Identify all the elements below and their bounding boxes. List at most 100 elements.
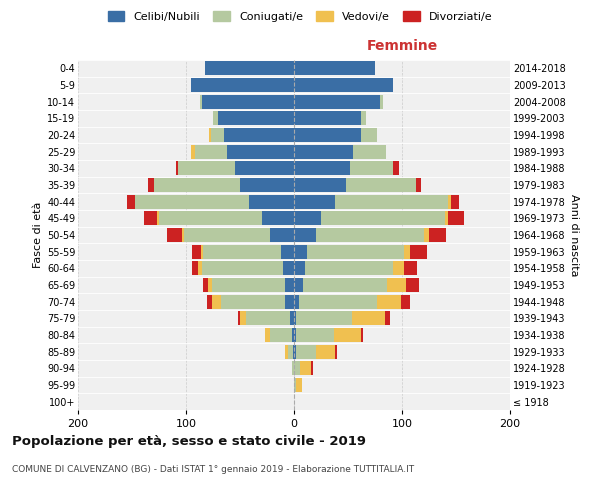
Bar xyxy=(206,294,212,308)
Bar xyxy=(448,211,464,226)
Bar xyxy=(194,144,227,159)
Bar xyxy=(238,311,240,326)
Bar xyxy=(286,294,294,308)
Bar xyxy=(211,128,224,142)
Bar xyxy=(448,194,451,209)
Bar xyxy=(201,244,203,259)
Bar xyxy=(218,112,294,126)
Bar xyxy=(184,228,270,242)
Bar xyxy=(294,261,305,276)
Bar xyxy=(361,112,367,126)
Bar xyxy=(157,211,159,226)
Bar xyxy=(406,278,419,292)
Bar xyxy=(424,228,429,242)
Bar xyxy=(224,128,294,142)
Bar xyxy=(416,178,421,192)
Bar xyxy=(270,228,294,242)
Bar xyxy=(191,78,294,92)
Bar xyxy=(429,228,446,242)
Bar xyxy=(294,244,307,259)
Bar xyxy=(265,328,270,342)
Bar xyxy=(301,361,311,376)
Bar xyxy=(286,344,287,359)
Bar xyxy=(294,311,296,326)
Bar xyxy=(270,328,292,342)
Bar xyxy=(361,328,363,342)
Bar xyxy=(286,278,294,292)
Bar xyxy=(296,344,316,359)
Bar xyxy=(247,311,290,326)
Bar xyxy=(294,211,321,226)
Bar xyxy=(335,344,337,359)
Bar xyxy=(294,128,361,142)
Bar xyxy=(445,211,448,226)
Bar xyxy=(352,311,385,326)
Bar xyxy=(316,228,424,242)
Bar xyxy=(296,328,334,342)
Bar xyxy=(176,162,178,175)
Bar xyxy=(127,194,135,209)
Bar xyxy=(193,261,198,276)
Bar xyxy=(294,144,353,159)
Text: Popolazione per età, sesso e stato civile - 2019: Popolazione per età, sesso e stato civil… xyxy=(12,435,366,448)
Bar xyxy=(203,278,208,292)
Bar xyxy=(346,178,416,192)
Bar xyxy=(154,178,240,192)
Bar xyxy=(404,244,410,259)
Bar xyxy=(321,211,445,226)
Bar xyxy=(377,294,401,308)
Bar xyxy=(240,311,247,326)
Bar xyxy=(144,211,157,226)
Bar xyxy=(387,278,406,292)
Bar xyxy=(294,344,296,359)
Bar xyxy=(410,244,427,259)
Bar xyxy=(178,162,235,175)
Bar xyxy=(182,228,184,242)
Bar xyxy=(167,228,182,242)
Bar xyxy=(248,194,294,209)
Bar xyxy=(240,178,294,192)
Bar xyxy=(262,211,294,226)
Bar xyxy=(302,278,387,292)
Y-axis label: Anni di nascita: Anni di nascita xyxy=(569,194,580,276)
Bar xyxy=(193,244,201,259)
Bar xyxy=(361,128,377,142)
Bar xyxy=(294,294,299,308)
Bar xyxy=(227,144,294,159)
Bar xyxy=(294,112,361,126)
Bar xyxy=(294,78,394,92)
Bar xyxy=(135,194,248,209)
Bar xyxy=(281,244,294,259)
Bar xyxy=(335,194,448,209)
Bar xyxy=(404,261,417,276)
Bar xyxy=(198,261,202,276)
Bar xyxy=(294,62,375,76)
Y-axis label: Fasce di età: Fasce di età xyxy=(32,202,43,268)
Bar xyxy=(203,244,281,259)
Bar xyxy=(385,311,390,326)
Bar xyxy=(293,344,294,359)
Bar xyxy=(235,162,294,175)
Bar xyxy=(208,278,212,292)
Bar xyxy=(296,378,302,392)
Bar xyxy=(205,62,294,76)
Bar xyxy=(212,294,221,308)
Bar xyxy=(394,162,399,175)
Bar xyxy=(294,328,296,342)
Text: COMUNE DI CALVENZANO (BG) - Dati ISTAT 1° gennaio 2019 - Elaborazione TUTTITALIA: COMUNE DI CALVENZANO (BG) - Dati ISTAT 1… xyxy=(12,465,414,474)
Bar xyxy=(294,228,316,242)
Bar xyxy=(283,261,294,276)
Bar xyxy=(296,311,352,326)
Bar xyxy=(148,178,154,192)
Bar xyxy=(292,328,294,342)
Bar xyxy=(287,344,293,359)
Bar xyxy=(290,311,294,326)
Bar xyxy=(334,328,361,342)
Bar xyxy=(191,144,194,159)
Bar xyxy=(299,294,377,308)
Bar xyxy=(221,294,286,308)
Bar xyxy=(212,278,286,292)
Bar xyxy=(394,261,404,276)
Bar xyxy=(350,162,394,175)
Bar xyxy=(159,211,262,226)
